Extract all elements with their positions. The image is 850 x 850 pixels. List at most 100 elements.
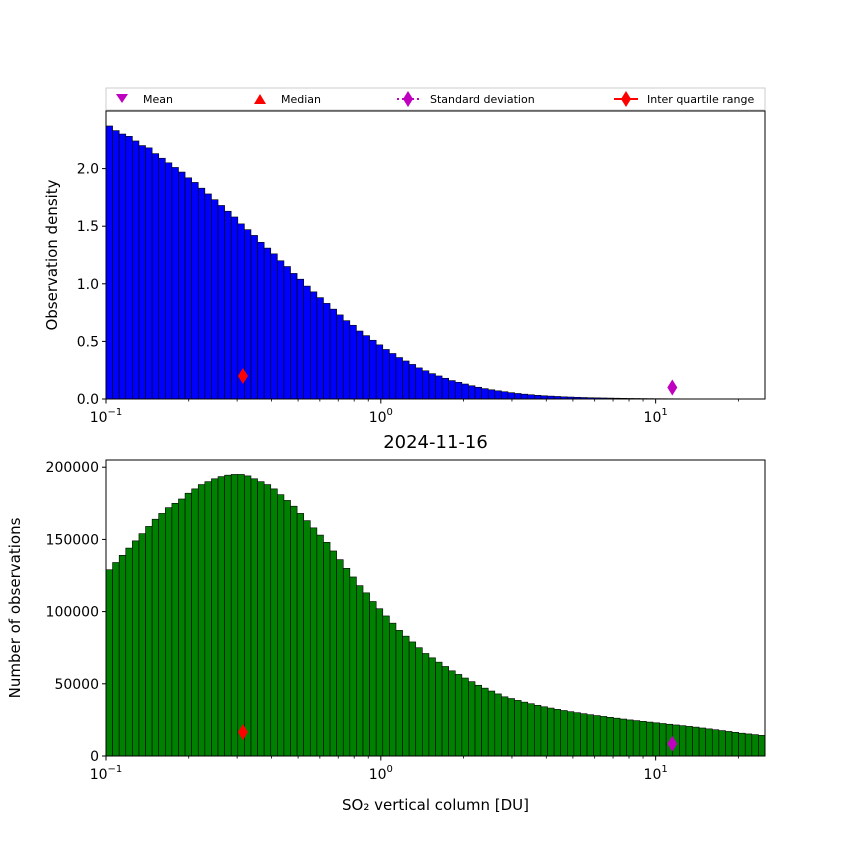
count-bar [487, 690, 496, 757]
density-bar [415, 367, 423, 400]
density-bar [402, 360, 410, 400]
count-bar [309, 527, 318, 757]
density-bar [125, 136, 133, 400]
count-bar [191, 488, 199, 757]
count-bar [514, 700, 522, 757]
density-bar [441, 377, 449, 400]
count-bar [711, 729, 720, 757]
count-bar [356, 585, 364, 757]
count-bar [362, 592, 370, 757]
count-bar [270, 488, 278, 757]
count-bar [481, 687, 489, 757]
density-bar [277, 260, 285, 400]
count-bar [560, 710, 568, 757]
count-bar [428, 657, 436, 757]
count-bar [277, 494, 285, 757]
count-bar [441, 666, 449, 757]
count-bar [494, 693, 502, 757]
count-bar [138, 533, 146, 757]
count-bar [580, 713, 588, 757]
count-bar [698, 727, 706, 757]
count-bar [501, 696, 509, 757]
count-panel: 0 50000 100000 150000 200000 10−1 100 101 Numb… [6, 459, 766, 814]
density-bar [296, 278, 304, 400]
density-y-tick-label: 0.0 [77, 392, 99, 408]
count-x-tick-label: 10−1 [90, 764, 123, 783]
density-bar [257, 242, 265, 400]
count-bar [613, 717, 621, 757]
density-bar [316, 297, 324, 400]
count-bar [415, 647, 423, 757]
count-x-tick-label: 101 [644, 764, 668, 783]
density-bar [369, 339, 377, 400]
count-y-tick-label: 50000 [54, 677, 99, 693]
count-bar [290, 505, 298, 757]
count-bar [659, 723, 667, 757]
count-bar [342, 567, 351, 757]
count-bar [606, 717, 614, 757]
count-bar [125, 547, 133, 757]
count-bar [257, 481, 265, 757]
density-bar [105, 125, 113, 400]
density-bar [362, 335, 370, 400]
density-bar [461, 383, 469, 400]
density-bar [178, 171, 186, 400]
density-bar [283, 266, 291, 400]
legend: Mean Median Standard deviation Inter qua… [105, 87, 766, 111]
count-bar [758, 735, 766, 757]
count-y-tick-label: 100000 [46, 605, 99, 621]
density-bar [118, 133, 127, 400]
count-bar [454, 674, 463, 757]
count-bar [389, 622, 397, 757]
count-bar [263, 484, 272, 757]
density-bar [487, 389, 496, 400]
count-bar [646, 721, 654, 757]
density-bar [395, 357, 403, 400]
density-bar [329, 308, 337, 400]
count-bar [408, 641, 417, 757]
count-bar [566, 711, 575, 757]
density-bar [250, 235, 258, 400]
density-bar [514, 393, 522, 400]
count-bar [382, 615, 390, 757]
density-bar [342, 320, 351, 400]
count-bar [461, 677, 469, 757]
count-bar [204, 481, 212, 757]
legend-entry-median: Median [254, 93, 321, 106]
legend-entry-mean: Mean [116, 93, 173, 106]
count-bar [448, 670, 456, 757]
density-axes-frame [105, 110, 766, 400]
legend-entry-standard-deviation: Standard deviation [397, 91, 535, 107]
std-diamond-icon [403, 91, 413, 107]
chart-title: 2024-11-16 [383, 432, 488, 453]
density-bar [323, 303, 331, 400]
count-bar [553, 709, 562, 757]
count-bar [626, 719, 634, 757]
density-bar [382, 349, 390, 400]
count-bar [534, 705, 542, 757]
density-bar [356, 330, 364, 400]
density-bar [428, 373, 436, 400]
density-bar [375, 344, 384, 400]
density-bar [165, 162, 173, 400]
count-x-ticks: 10−1 100 101 [90, 756, 739, 783]
count-bar [244, 475, 252, 757]
count-bar [303, 520, 311, 757]
density-panel: 0.0 0.5 1.0 1.5 2.0 10−1 100 101 Observation d… [43, 110, 766, 426]
count-bar [329, 550, 337, 757]
count-bar [435, 661, 443, 757]
count-bar [593, 715, 601, 757]
count-bar [468, 681, 476, 757]
density-bar [474, 386, 482, 400]
count-bar [132, 540, 140, 757]
count-bar [296, 513, 304, 757]
count-y-axis-label: Number of observations [6, 517, 24, 698]
count-bar [422, 653, 430, 757]
density-bar [217, 205, 225, 400]
count-bar [145, 526, 153, 757]
density-bar [468, 385, 476, 400]
median-triangle-up-icon [254, 94, 266, 104]
density-y-tick-label: 2.0 [77, 162, 99, 178]
density-bar [197, 187, 206, 400]
count-y-tick-label: 200000 [46, 460, 99, 476]
